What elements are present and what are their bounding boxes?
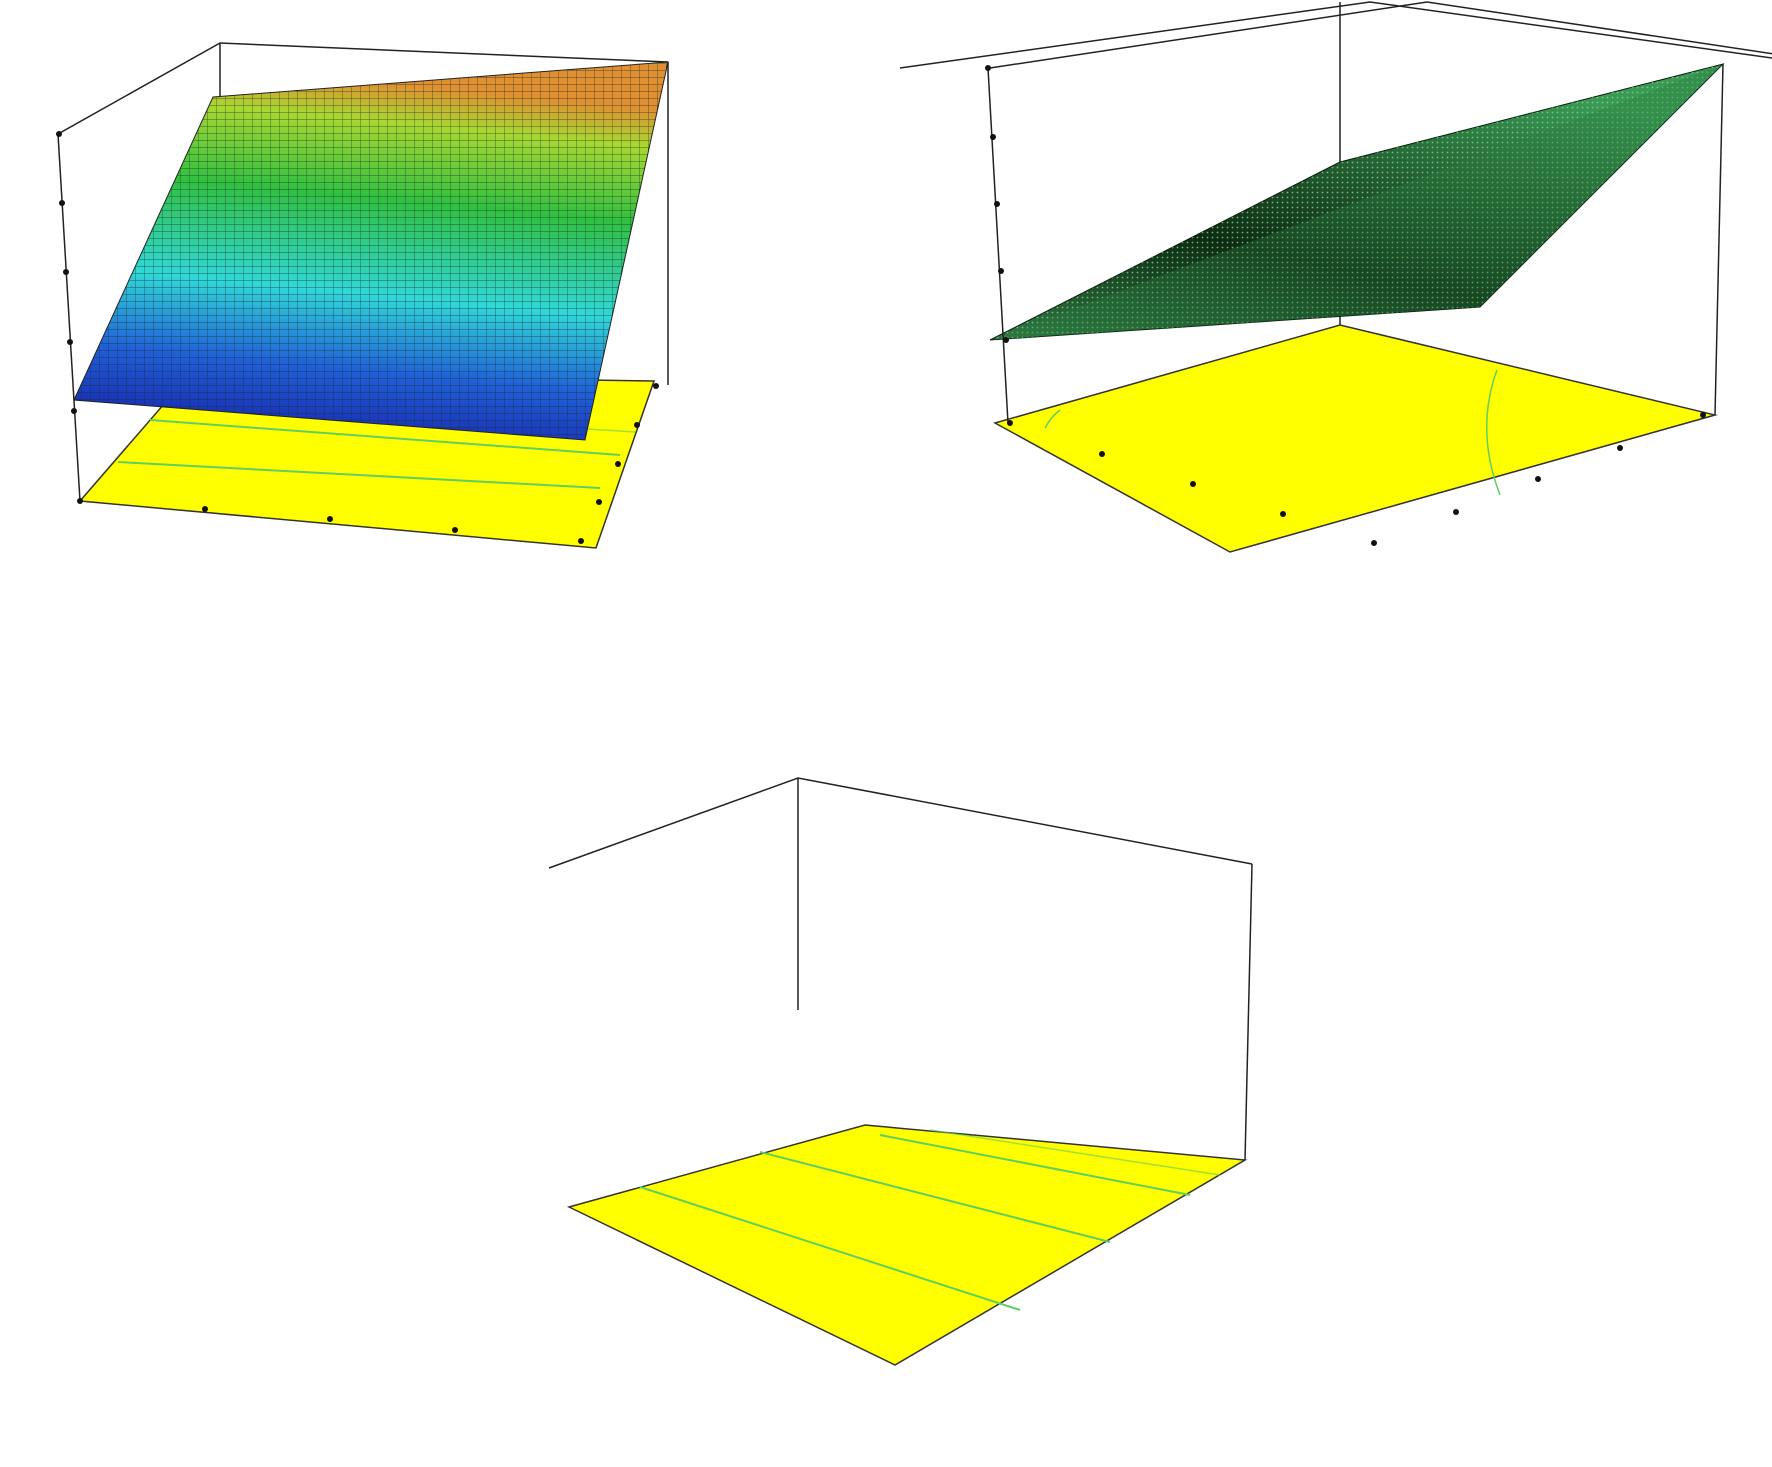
y-ticks-da xyxy=(1453,412,1706,515)
panel-ha-5 xyxy=(0,0,760,700)
z-ticks xyxy=(985,65,1009,343)
y-ticks-logra xyxy=(596,383,659,505)
panel-da-50 xyxy=(500,777,1300,1467)
surface-plot-a xyxy=(56,42,669,549)
z-axis xyxy=(987,67,1009,424)
x-ticks-ha xyxy=(1007,420,1377,546)
surface-plot-c xyxy=(548,777,1253,1366)
z-axis xyxy=(57,133,81,502)
floor-contour-plane xyxy=(566,1124,1248,1366)
panel-logra-4 xyxy=(899,0,1772,720)
x-ticks-da xyxy=(77,498,584,544)
surface-plot-b xyxy=(899,1,1772,553)
z-ticks xyxy=(56,131,77,414)
floor-contour-plane xyxy=(993,324,1718,553)
